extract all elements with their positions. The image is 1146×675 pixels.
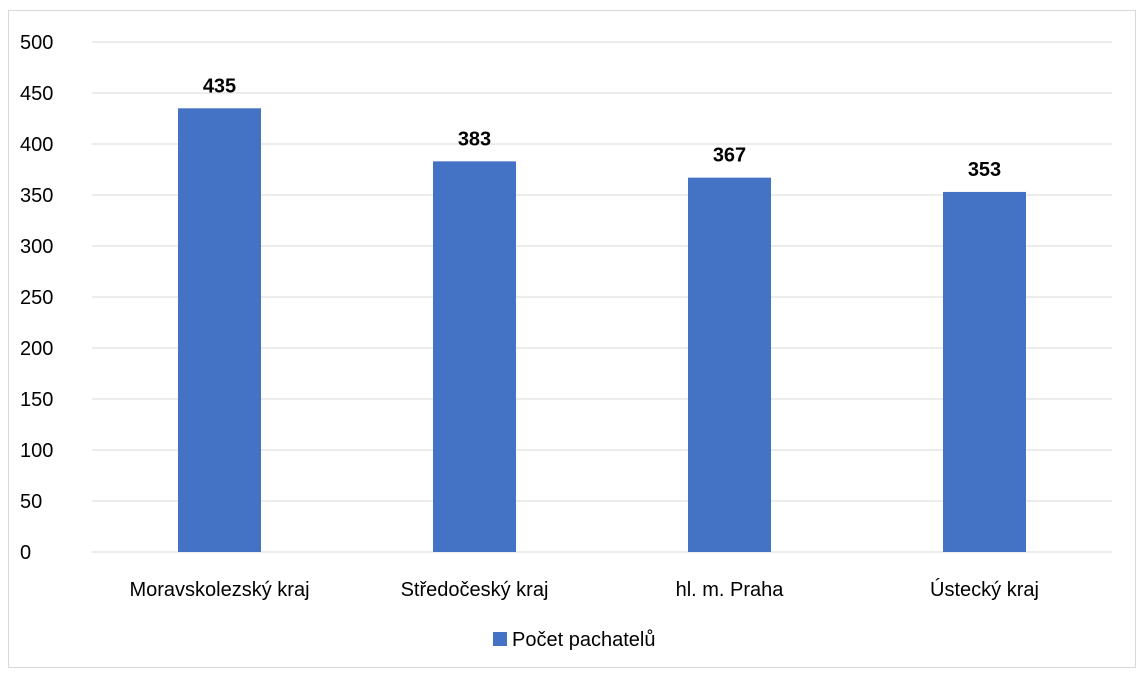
bars <box>178 108 1026 553</box>
x-tick-label-ustecky-kraj: Ústecký kraj <box>930 578 1039 601</box>
data-labels: 435 383 367 353 <box>203 75 1001 181</box>
bar-stredocesky-kraj <box>433 161 516 552</box>
y-tick-label-300: 300 <box>20 236 53 258</box>
x-tick-label-moravskolezsky-kraj: Moravskolezský kraj <box>129 579 309 601</box>
bar-hl-m-praha <box>688 177 771 552</box>
x-axis-ticks: Moravskolezský kraj Středočeský kraj hl. m… <box>129 578 1038 601</box>
y-tick-label-500: 500 <box>20 32 53 54</box>
gridlines <box>92 41 1112 553</box>
data-label-moravskolezsky-kraj: 435 <box>203 75 236 97</box>
y-axis-ticks: 0 50 100 150 200 250 300 350 400 450 500 <box>20 32 53 564</box>
legend-swatch <box>493 632 507 646</box>
y-tick-label-100: 100 <box>20 440 53 462</box>
y-tick-label-0: 0 <box>20 542 31 564</box>
data-label-hl-m-praha: 367 <box>713 145 746 167</box>
y-tick-label-400: 400 <box>20 134 53 156</box>
x-tick-label-stredocesky-kraj: Středočeský kraj <box>401 579 549 601</box>
y-tick-label-150: 150 <box>20 389 53 411</box>
y-tick-label-250: 250 <box>20 287 53 309</box>
legend-label: Počet pachatelů <box>512 629 655 651</box>
bar-moravskolezsky-kraj <box>178 108 261 553</box>
x-tick-label-hl-m-praha: hl. m. Praha <box>676 579 785 601</box>
y-tick-label-200: 200 <box>20 338 53 360</box>
legend: Počet pachatelů <box>493 629 655 651</box>
y-tick-label-350: 350 <box>20 185 53 207</box>
data-label-stredocesky-kraj: 383 <box>458 128 491 150</box>
y-tick-label-450: 450 <box>20 83 53 105</box>
bar-ustecky-kraj <box>943 191 1026 552</box>
y-tick-label-50: 50 <box>20 491 42 513</box>
data-label-ustecky-kraj: 353 <box>968 159 1001 181</box>
